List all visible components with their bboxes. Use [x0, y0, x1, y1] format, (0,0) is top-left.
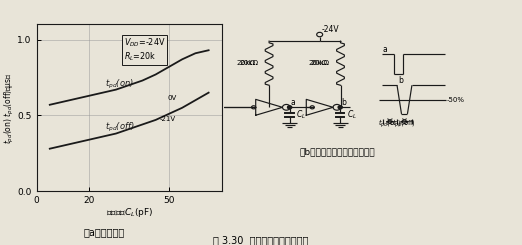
Text: $t_{pd}$(on): $t_{pd}$(on)	[105, 78, 135, 91]
Text: b: b	[398, 76, 404, 85]
Text: a: a	[382, 45, 387, 54]
Text: b: b	[341, 98, 346, 107]
Text: 20kΩ: 20kΩ	[308, 60, 327, 66]
X-axis label: 负载电容$C_L$(pF): 负载电容$C_L$(pF)	[105, 206, 153, 219]
Text: $C_L$: $C_L$	[296, 109, 306, 121]
Text: $t_{pd}$(off): $t_{pd}$(off)	[393, 117, 417, 130]
Text: -21V: -21V	[160, 116, 176, 122]
Circle shape	[338, 106, 342, 109]
Text: -24V: -24V	[321, 24, 339, 34]
Text: $V_{DD}$=-24V
$R_L$=20k: $V_{DD}$=-24V $R_L$=20k	[124, 37, 165, 63]
Text: （a）测量电路: （a）测量电路	[84, 228, 125, 238]
Text: 0V: 0V	[167, 96, 176, 101]
Text: 20kΩ: 20kΩ	[311, 60, 330, 66]
Text: -50%: -50%	[447, 97, 465, 103]
Text: $t_{pd}$(on): $t_{pd}$(on)	[378, 117, 401, 130]
Text: a: a	[291, 98, 295, 107]
Text: （b）不同负载电容的开关时间: （b）不同负载电容的开关时间	[300, 147, 375, 156]
Text: 20kΩ: 20kΩ	[240, 60, 259, 66]
Y-axis label: $t_{pd}$(on) $t_{pd}$(off)（μs）: $t_{pd}$(on) $t_{pd}$(off)（μs）	[3, 72, 16, 144]
Circle shape	[288, 106, 292, 109]
Text: 图 3.30  门电路的开关特性曲线: 图 3.30 门电路的开关特性曲线	[213, 235, 309, 245]
Text: $C_L$: $C_L$	[347, 109, 357, 121]
Text: 20kΩ: 20kΩ	[236, 60, 256, 66]
Text: $t_{pd}$(off): $t_{pd}$(off)	[105, 121, 135, 134]
